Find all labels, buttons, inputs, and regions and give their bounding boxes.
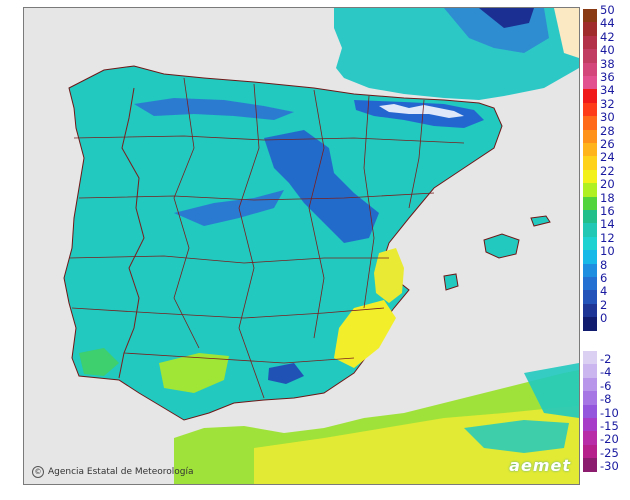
central-system-cold <box>174 190 284 226</box>
legend-swatch <box>583 303 597 318</box>
legend-label: 42 <box>600 29 615 44</box>
southwest-warm <box>79 348 119 376</box>
france-east-strip <box>554 8 579 58</box>
legend-swatch <box>583 196 597 211</box>
legend-swatch <box>583 76 597 90</box>
pyrenees-snow <box>379 104 464 118</box>
legend-swatch <box>583 277 597 291</box>
legend-label: -20 <box>600 432 619 447</box>
legend-label: 36 <box>600 70 615 84</box>
legend-label: -25 <box>600 445 619 460</box>
sierra-nevada-cold <box>268 363 304 384</box>
legend-swatch <box>583 143 597 157</box>
agency-name: Agencia Estatal de Meteorología <box>48 467 194 477</box>
legend-label: -10 <box>600 405 619 420</box>
legend-label: 16 <box>600 204 615 218</box>
ibiza-island <box>443 273 459 291</box>
legend-swatch <box>583 156 597 171</box>
aemet-logo: aemet <box>509 456 571 475</box>
menorca-island <box>530 215 551 227</box>
legend-label: 38 <box>600 56 615 71</box>
legend-swatch <box>583 183 597 198</box>
temperature-legend: 50 44 42 40 38 36 34 32 30 28 26 24 22 20 18 16 14 12 10 8 6… <box>583 4 627 485</box>
legend-swatch <box>583 351 597 365</box>
legend-swatch <box>583 89 597 104</box>
legend-label: -6 <box>600 378 612 393</box>
legend-label: 4 <box>600 284 608 299</box>
legend-swatch <box>583 444 597 459</box>
legend-label: -8 <box>600 392 612 407</box>
legend-label: 28 <box>600 123 615 138</box>
legend-swatch <box>583 418 597 432</box>
legend-swatch <box>583 317 597 332</box>
legend-label: 8 <box>600 257 608 272</box>
alps-cold <box>479 8 534 28</box>
legend-label: 18 <box>600 190 615 205</box>
legend-label: 34 <box>600 83 615 98</box>
atlas-cool <box>464 420 569 453</box>
map-canvas <box>24 8 579 484</box>
legend-label: 24 <box>600 150 615 165</box>
legend-label: 2 <box>600 297 608 312</box>
legend-label: 12 <box>600 230 615 245</box>
legend-swatch <box>583 116 597 131</box>
legend-swatch <box>583 431 597 446</box>
agency-credit: © Agencia Estatal de Meteorología <box>32 466 194 478</box>
legend-swatch <box>583 364 597 379</box>
legend-swatch <box>583 22 597 37</box>
legend-label: 50 <box>600 3 615 17</box>
legend-label: 6 <box>600 271 608 285</box>
legend-label: -2 <box>600 352 612 366</box>
mallorca-island <box>483 233 520 259</box>
north-africa-east <box>524 363 579 418</box>
legend-swatch <box>583 62 597 77</box>
legend-swatch <box>583 290 597 305</box>
legend-label: -30 <box>600 459 619 474</box>
guadalquivir-warm <box>159 353 229 393</box>
legend-swatch <box>583 102 597 117</box>
legend-label: 40 <box>600 43 615 58</box>
legend-swatch <box>583 35 597 50</box>
legend-swatch <box>583 129 597 144</box>
copyright-icon: © <box>32 466 44 478</box>
legend-swatch <box>583 223 597 238</box>
legend-label: 22 <box>600 163 615 178</box>
cantabrian-cold <box>134 98 294 120</box>
legend-swatch <box>583 169 597 184</box>
legend-label: 44 <box>600 16 615 31</box>
legend-label: 20 <box>600 177 615 192</box>
temperature-map: © Agencia Estatal de Meteorología aemet <box>23 7 580 485</box>
legend-swatch <box>583 236 597 251</box>
legend-label: -4 <box>600 365 612 380</box>
legend-swatch <box>583 263 597 278</box>
legend-label: -15 <box>600 419 619 433</box>
legend-swatch <box>583 250 597 265</box>
valencia-warm <box>374 248 404 303</box>
province-borders <box>68 77 465 399</box>
legend-swatch <box>583 9 597 23</box>
legend-label: 10 <box>600 244 615 259</box>
legend-swatch <box>583 377 597 392</box>
legend-label: 30 <box>600 110 615 125</box>
legend-label: 0 <box>600 311 608 326</box>
legend-swatch <box>583 458 597 473</box>
legend-label: 32 <box>600 96 615 111</box>
legend-swatch <box>583 49 597 64</box>
legend-label: 26 <box>600 137 615 151</box>
legend-swatch <box>583 210 597 224</box>
iberian-system-cold <box>264 130 379 243</box>
murcia-warm <box>334 300 396 368</box>
legend-label: 14 <box>600 217 615 232</box>
legend-swatch <box>583 404 597 419</box>
portugal-border <box>118 87 145 379</box>
legend-swatch <box>583 391 597 406</box>
